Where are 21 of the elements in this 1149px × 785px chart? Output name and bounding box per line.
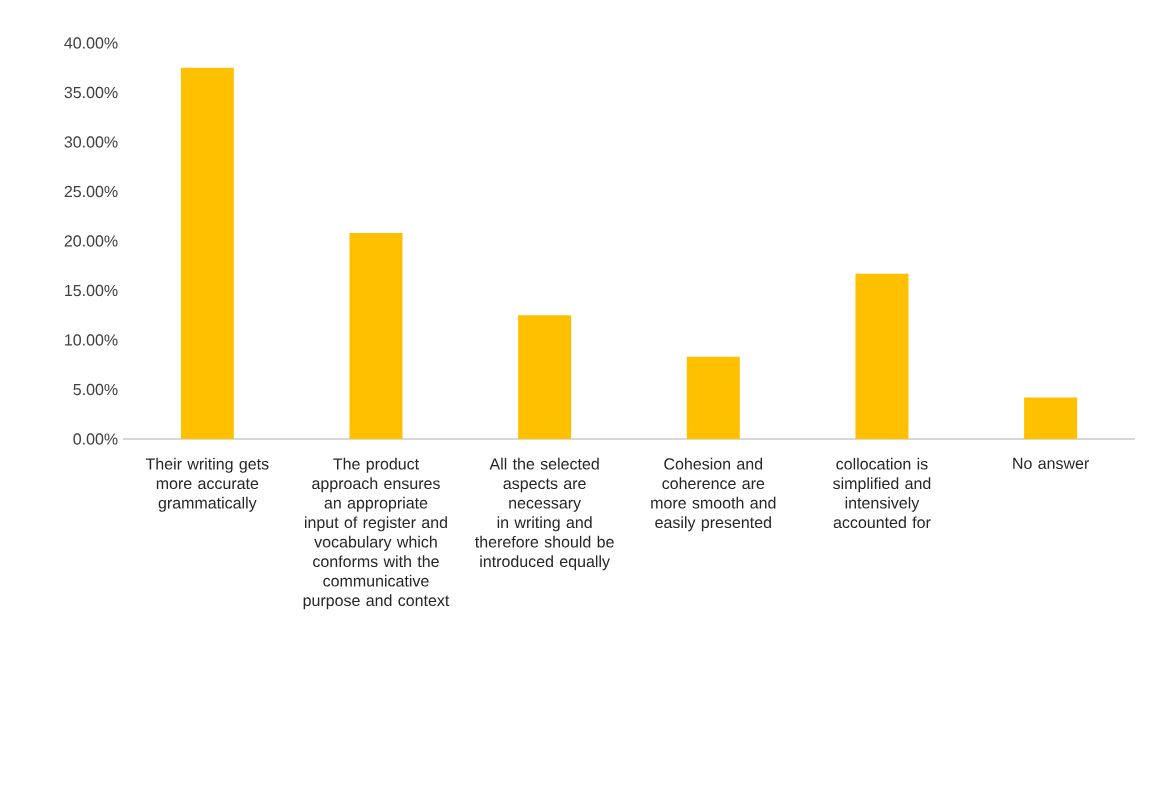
x-tick-label: The product approach ensures an appropriate input of register and vocabulary which conforms with the communicative purpose and context: [303, 457, 450, 610]
y-tick-label: 25.00%: [64, 185, 118, 198]
y-tick-label: 35.00%: [64, 86, 118, 99]
x-tick-label: No answer: [1013, 457, 1090, 470]
y-tick-label: 0.00%: [73, 433, 118, 445]
x-tick-label: Their writing gets more accurate grammatically: [145, 457, 269, 512]
y-tick-label: 40.00%: [64, 37, 118, 49]
bar: [1024, 397, 1078, 439]
y-tick-label: 30.00%: [64, 136, 118, 148]
bar: [349, 233, 403, 439]
bar: [518, 315, 572, 439]
x-tick-label: collocation is simplified and intensively accounted for: [833, 457, 931, 529]
x-tick-label: Cohesion and coherence are more smooth and easily presented: [651, 457, 776, 532]
bar: [180, 67, 234, 439]
y-tick-label: 20.00%: [64, 235, 118, 247]
y-tick-label: 5.00%: [73, 383, 118, 396]
x-tick-label: All the selected aspects are necessary in writing and therefore should be introduced equally: [475, 457, 614, 571]
bar: [686, 356, 740, 439]
y-tick-label: 15.00%: [65, 284, 118, 297]
y-tick-label: 10.00%: [65, 334, 118, 346]
bar: [855, 273, 909, 439]
